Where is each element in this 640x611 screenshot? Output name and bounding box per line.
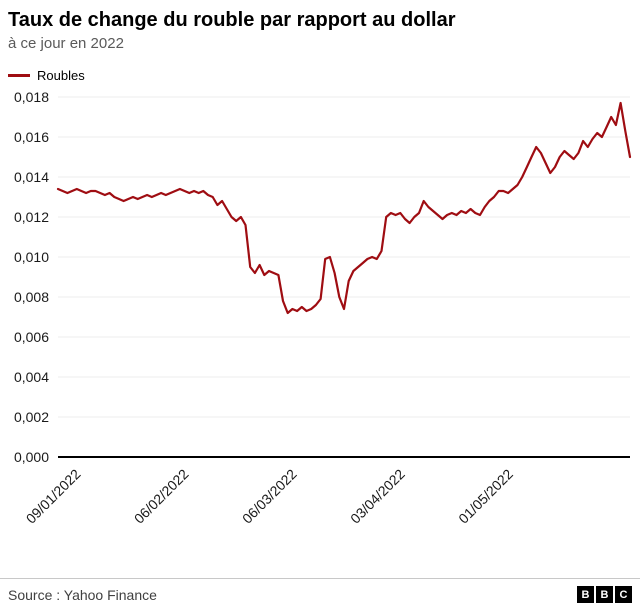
svg-text:0,004: 0,004 [14,369,49,385]
bbc-logo: B B C [577,586,632,603]
svg-text:06/02/2022: 06/02/2022 [131,466,192,527]
legend-label: Roubles [37,68,85,83]
svg-text:0,016: 0,016 [14,129,49,145]
svg-text:01/05/2022: 01/05/2022 [455,466,516,527]
svg-text:0,010: 0,010 [14,249,49,265]
svg-text:09/01/2022: 09/01/2022 [23,466,84,527]
legend-line-swatch [8,74,30,77]
svg-text:0,008: 0,008 [14,289,49,305]
chart-area: 0,000 0,002 0,004 0,006 0,008 0,010 0,012 0,014… [0,83,640,578]
chart-subtitle: à ce jour en 2022 [8,35,124,52]
svg-text:0,002: 0,002 [14,409,49,425]
bbc-logo-letter: C [615,586,632,603]
chart-footer: Source : Yahoo Finance B B C [0,578,640,611]
svg-text:0,006: 0,006 [14,329,49,345]
legend: Roubles [8,68,628,83]
chart-title: Taux de change du rouble par rapport au … [8,9,456,31]
svg-text:0,012: 0,012 [14,209,49,225]
chart-header: Taux de change du rouble par rapport au … [0,0,640,83]
source-text: Source : Yahoo Finance [8,586,157,603]
svg-text:0,018: 0,018 [14,89,49,105]
svg-text:0,014: 0,014 [14,169,49,185]
svg-text:06/03/2022: 06/03/2022 [239,466,300,527]
chart-svg: 0,000 0,002 0,004 0,006 0,008 0,010 0,012 0,014… [14,89,632,527]
footer-row: Source : Yahoo Finance B B C [0,579,640,611]
bbc-logo-letter: B [577,586,594,603]
svg-text:0,000: 0,000 [14,449,49,465]
svg-text:03/04/2022: 03/04/2022 [347,466,408,527]
bbc-logo-letter: B [596,586,613,603]
